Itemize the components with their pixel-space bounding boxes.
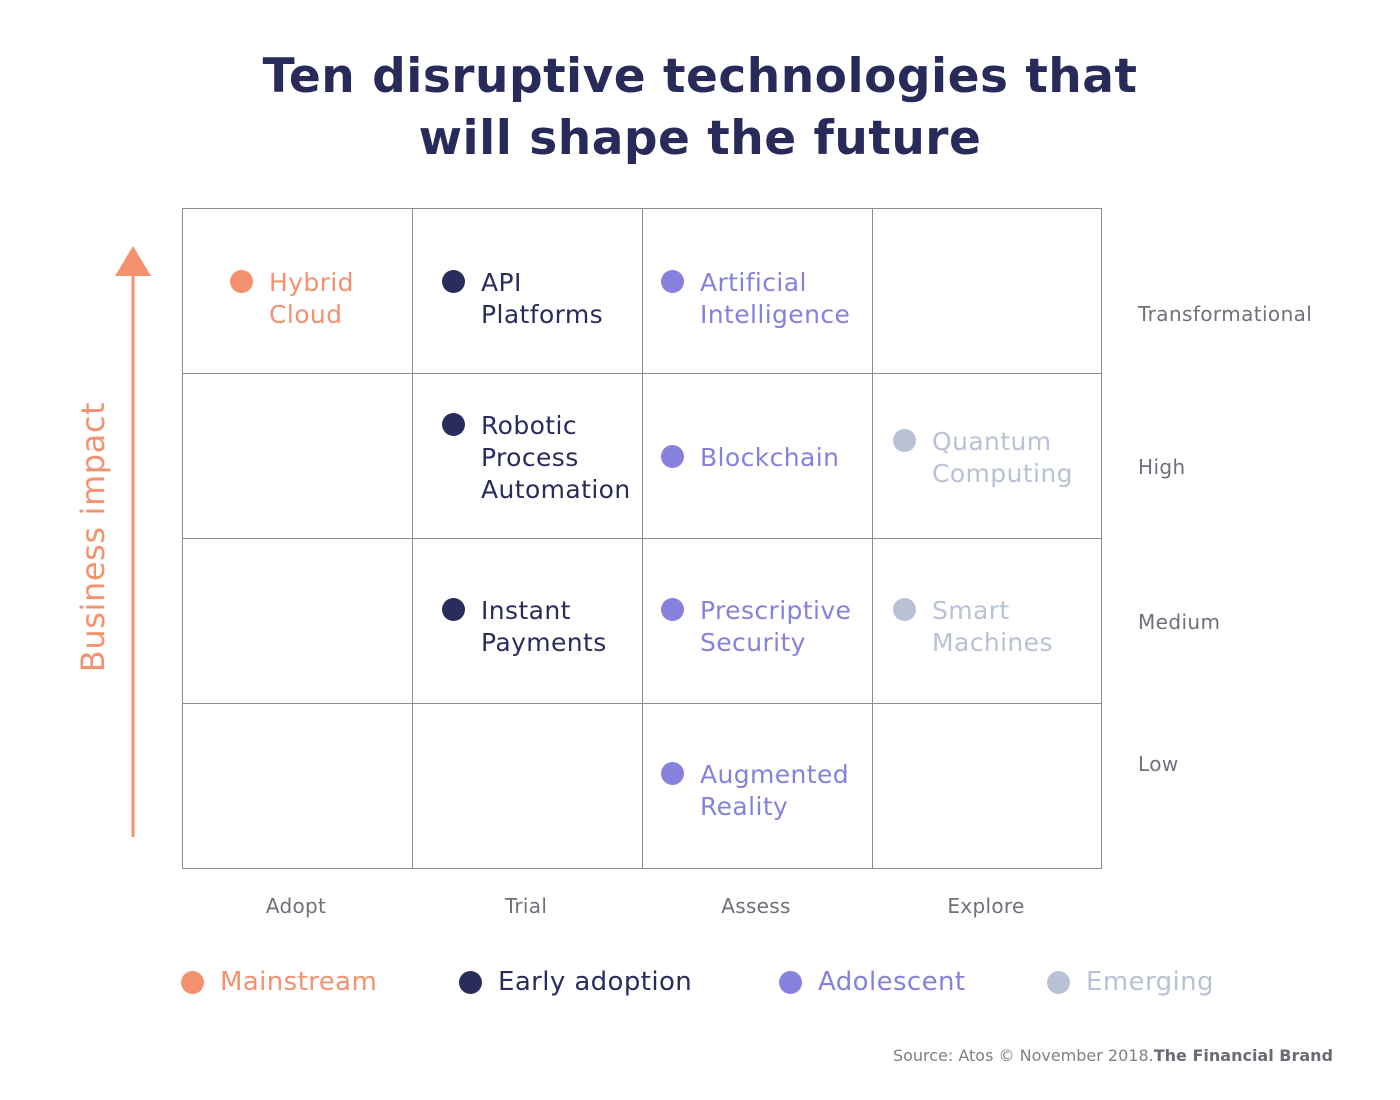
category-dot-icon bbox=[230, 269, 253, 293]
column-label-assess: Assess bbox=[721, 894, 791, 918]
tech-item-label-line: Payments bbox=[481, 628, 607, 658]
tech-item-label: Robotic Process Automation bbox=[481, 410, 631, 506]
legend-label: Mainstream bbox=[220, 967, 378, 997]
tech-item-label-line: Hybrid bbox=[269, 267, 354, 297]
tech-item-label-line: Process bbox=[481, 442, 579, 472]
impact-matrix-grid bbox=[182, 208, 1102, 869]
tech-item-label-line: API bbox=[481, 267, 522, 297]
legend-label: Adolescent bbox=[818, 967, 966, 997]
tech-item-label-line: Intelligence bbox=[700, 299, 851, 329]
legend-dot-icon bbox=[779, 970, 802, 994]
legend-item-adolescent: Adolescent bbox=[779, 966, 965, 998]
source-text: Source: Atos © November 2018. bbox=[892, 1046, 1154, 1065]
category-dot-icon bbox=[893, 598, 916, 622]
tech-item-label-line: Platforms bbox=[481, 299, 604, 329]
category-dot-icon bbox=[442, 412, 465, 436]
chart-title-line-2: will shape the future bbox=[418, 111, 982, 166]
tech-item-label-line: Quantum bbox=[932, 426, 1052, 456]
tech-item-api-platforms: API Platforms bbox=[442, 267, 603, 331]
row-label-medium: Medium bbox=[1138, 610, 1221, 634]
legend-item-mainstream: Mainstream bbox=[181, 966, 377, 998]
chart-title-line-1: Ten disruptive technologies that bbox=[262, 49, 1138, 104]
category-dot-icon bbox=[442, 598, 465, 622]
tech-item-label-line: Blockchain bbox=[700, 442, 840, 472]
category-dot-icon bbox=[661, 444, 684, 468]
tech-item-label: Augmented Reality bbox=[700, 759, 849, 823]
tech-item-artificial-intelligence: Artificial Intelligence bbox=[661, 267, 850, 331]
source-brand: The Financial Brand bbox=[1153, 1046, 1333, 1065]
business-impact-arrow-icon bbox=[115, 246, 151, 837]
legend-dot-icon bbox=[181, 970, 204, 994]
y-axis-label: Business impact bbox=[74, 401, 112, 673]
tech-item-label-line: Reality bbox=[700, 791, 789, 821]
tech-item-label-line: Automation bbox=[481, 474, 631, 504]
tech-item-hybrid-cloud: Hybrid Cloud bbox=[230, 267, 354, 331]
category-dot-icon bbox=[661, 598, 684, 622]
legend-label: Early adoption bbox=[498, 967, 693, 997]
category-dot-icon bbox=[661, 269, 684, 293]
tech-item-label: Prescriptive Security bbox=[700, 595, 851, 659]
tech-item-label-line: Security bbox=[700, 628, 806, 658]
tech-item-label: API Platforms bbox=[481, 267, 603, 331]
source-note: Source: Atos © November 2018.The Financi… bbox=[893, 1046, 1333, 1065]
legend-dot-icon bbox=[459, 970, 482, 994]
tech-item-label: Smart Machines bbox=[932, 595, 1053, 659]
row-label-low: Low bbox=[1138, 752, 1179, 776]
row-label-transformational: Transformational bbox=[1138, 302, 1313, 326]
tech-item-label-line: Computing bbox=[932, 458, 1073, 488]
category-dot-icon bbox=[661, 761, 684, 785]
legend-item-emerging: Emerging bbox=[1047, 966, 1214, 998]
tech-item-instant-payments: Instant Payments bbox=[442, 595, 607, 659]
tech-item-label-line: Machines bbox=[932, 628, 1053, 658]
legend-label: Emerging bbox=[1086, 967, 1214, 997]
tech-item-quantum-computing: Quantum Computing bbox=[893, 426, 1073, 490]
category-dot-icon bbox=[442, 269, 465, 293]
tech-item-label-line: Prescriptive bbox=[700, 596, 852, 626]
tech-item-label-line: Cloud bbox=[269, 299, 343, 329]
tech-item-prescriptive-security: Prescriptive Security bbox=[661, 595, 851, 659]
grid-row-divider bbox=[183, 373, 1101, 374]
legend-dot-icon bbox=[1047, 970, 1070, 994]
column-label-adopt: Adopt bbox=[265, 894, 327, 918]
tech-item-blockchain: Blockchain bbox=[661, 442, 839, 474]
tech-item-smart-machines: Smart Machines bbox=[893, 595, 1053, 659]
tech-item-label-line: Smart bbox=[932, 596, 1010, 626]
column-label-trial: Trial bbox=[504, 894, 548, 918]
tech-item-label: Blockchain bbox=[700, 442, 839, 474]
tech-item-robotic-process-automation: Robotic Process Automation bbox=[442, 410, 631, 506]
legend-item-early: Early adoption bbox=[459, 966, 692, 998]
tech-item-label-line: Augmented bbox=[700, 759, 850, 789]
row-label-high: High bbox=[1138, 455, 1186, 479]
column-label-explore: Explore bbox=[947, 894, 1025, 918]
tech-item-augmented-reality: Augmented Reality bbox=[661, 759, 849, 823]
tech-item-label-line: Artificial bbox=[700, 267, 807, 297]
category-dot-icon bbox=[893, 428, 916, 452]
tech-item-label: Artificial Intelligence bbox=[700, 267, 850, 331]
tech-item-label: Quantum Computing bbox=[932, 426, 1073, 490]
chart-title: Ten disruptive technologies that will sh… bbox=[0, 46, 1400, 170]
tech-item-label: Hybrid Cloud bbox=[269, 267, 354, 331]
tech-item-label-line: Instant bbox=[481, 596, 571, 626]
grid-row-divider bbox=[183, 703, 1101, 704]
grid-row-divider bbox=[183, 538, 1101, 539]
tech-item-label: Instant Payments bbox=[481, 595, 607, 659]
tech-item-label-line: Robotic bbox=[481, 410, 578, 440]
